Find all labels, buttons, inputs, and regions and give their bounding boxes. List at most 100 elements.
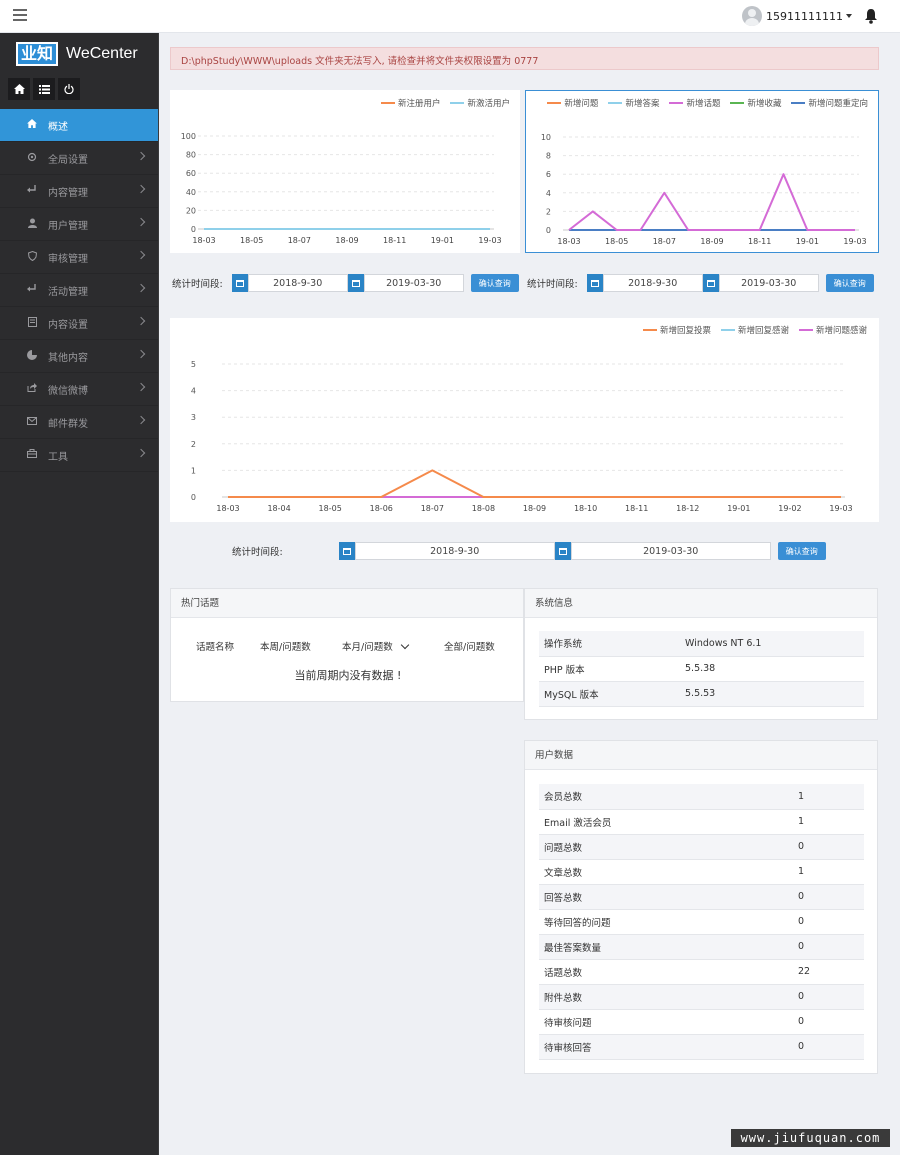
bell-icon[interactable] <box>864 8 878 24</box>
table-row: 问题总数 0 <box>539 834 864 860</box>
watermark: www.jiufuquan.com <box>731 1129 890 1147</box>
chart-legend: 新增问题 新增答案 新增话题 新增收藏 新增问题重定向 <box>537 97 868 109</box>
confirm-query-button[interactable]: 确认查询 <box>470 274 519 292</box>
row-key: 待审核问题 <box>539 1009 793 1035</box>
legend-item[interactable]: 新增问题重定向 <box>791 97 868 109</box>
legend-label: 新增问题重定向 <box>808 99 868 109</box>
legend-item[interactable]: 新激活用户 <box>450 97 510 109</box>
sidebar-item-9[interactable]: 邮件群发 <box>0 406 158 439</box>
calendar-icon[interactable] <box>586 274 603 292</box>
sidebar-item-label: 全局设置 <box>48 154 88 166</box>
menu-toggle-icon[interactable] <box>13 9 27 23</box>
confirm-query-button[interactable]: 确认查询 <box>777 542 826 560</box>
legend-swatch <box>720 329 735 331</box>
row-key: 回答总数 <box>539 884 793 910</box>
shield-icon <box>27 250 37 264</box>
user-icon <box>27 218 37 231</box>
row-value: 1 <box>793 809 864 835</box>
legend-item[interactable]: 新增回复投票 <box>642 324 711 336</box>
start-date-input[interactable]: 2018-9-30 <box>602 274 703 292</box>
series-line <box>228 469 841 498</box>
end-date-input[interactable]: 2019-03-30 <box>363 274 464 292</box>
legend-item[interactable]: 新增问题 <box>547 97 598 109</box>
home-icon <box>13 84 25 94</box>
sidebar-item-label: 审核管理 <box>48 253 88 265</box>
calendar-icon[interactable] <box>231 274 248 292</box>
confirm-query-button[interactable]: 确认查询 <box>825 274 874 292</box>
sidebar-item-2[interactable]: 内容管理 <box>0 175 158 208</box>
legend-item[interactable]: 新增答案 <box>608 97 659 109</box>
calendar-icon[interactable] <box>554 542 571 560</box>
legend-item[interactable]: 新增收藏 <box>730 97 781 109</box>
sidebar-item-4[interactable]: 审核管理 <box>0 241 158 274</box>
table-row: 文章总数 1 <box>539 859 864 885</box>
x-tick-label: 18-12 <box>676 504 699 513</box>
list-button[interactable] <box>33 78 55 100</box>
row-key: 文章总数 <box>539 859 793 885</box>
sidebar-item-8[interactable]: 微信微博 <box>0 373 158 406</box>
row-key: 操作系统 <box>539 631 680 657</box>
home-button[interactable] <box>8 78 30 100</box>
row-value: 5.5.38 <box>680 656 864 682</box>
sidebar-item-7[interactable]: 其他内容 <box>0 340 158 373</box>
chevron-right-icon <box>136 217 146 227</box>
legend-swatch <box>798 329 813 331</box>
end-date-input[interactable]: 2019-03-30 <box>570 542 771 560</box>
x-tick-label: 18-04 <box>267 504 290 513</box>
legend-label: 新激活用户 <box>467 99 510 109</box>
legend-item[interactable]: 新增话题 <box>669 97 720 109</box>
column-month-dropdown[interactable]: 本月/问题数 <box>342 639 409 653</box>
panel-title: 系统信息 <box>525 589 877 618</box>
legend-item[interactable]: 新增回复感谢 <box>720 324 789 336</box>
y-tick-label: 80 <box>186 151 196 160</box>
chevron-right-icon <box>136 316 146 326</box>
calendar-icon[interactable] <box>702 274 719 292</box>
legend-item[interactable]: 新注册用户 <box>380 97 440 109</box>
toolbox-icon <box>27 449 37 461</box>
calendar-icon[interactable] <box>338 542 355 560</box>
sidebar-item-10[interactable]: 工具 <box>0 439 158 472</box>
logo[interactable]: 业知 WeCenter <box>16 41 138 67</box>
sidebar-item-0[interactable]: 概述 <box>0 109 158 142</box>
hot-topics-header: 话题名称 本周/问题数 本月/问题数 全部/问题数 <box>171 639 525 653</box>
date-filter-replies: 统计时间段: 2018-9-30 2019-03-30 确认查询 <box>232 542 826 560</box>
x-tick-label: 19-03 <box>829 504 852 513</box>
chevron-right-icon <box>136 349 146 359</box>
start-date-input[interactable]: 2018-9-30 <box>354 542 555 560</box>
legend-label: 新增收藏 <box>747 99 782 109</box>
y-tick-label: 8 <box>546 152 551 161</box>
row-value: 0 <box>793 834 864 860</box>
sidebar-item-3[interactable]: 用户管理 <box>0 208 158 241</box>
filter-label: 统计时间段: <box>172 279 223 290</box>
x-tick-label: 18-11 <box>383 236 406 245</box>
table-row: 回答总数 0 <box>539 884 864 910</box>
sidebar-item-1[interactable]: 全局设置 <box>0 142 158 175</box>
table-row: 附件总数 0 <box>539 984 864 1010</box>
list-icon <box>38 84 50 94</box>
end-date-input[interactable]: 2019-03-30 <box>718 274 819 292</box>
start-date-input[interactable]: 2018-9-30 <box>247 274 348 292</box>
calendar-icon[interactable] <box>347 274 364 292</box>
legend-label: 新增回复投票 <box>659 326 711 336</box>
sidebar-item-label: 内容设置 <box>48 319 88 331</box>
legend-label: 新增问题感谢 <box>815 326 867 336</box>
user-menu[interactable]: 15911111111 <box>742 6 852 26</box>
legend-item[interactable]: 新增问题感谢 <box>798 324 867 336</box>
sidebar-item-5[interactable]: 活动管理 <box>0 274 158 307</box>
sidebar-item-6[interactable]: 内容设置 <box>0 307 158 340</box>
x-tick-label: 18-09 <box>523 504 546 513</box>
x-tick-label: 18-10 <box>574 504 597 513</box>
filter-label: 统计时间段: <box>527 279 578 290</box>
x-tick-label: 18-08 <box>472 504 495 513</box>
logout-button[interactable] <box>58 78 80 100</box>
row-key: 附件总数 <box>539 984 793 1010</box>
x-tick-label: 19-03 <box>478 236 501 245</box>
users-chart-panel: 新注册用户 新激活用户 0 20 40 60 80 100 18-03 18-05 18-07 18… <box>170 90 520 253</box>
row-value: 1 <box>793 859 864 885</box>
chevron-right-icon <box>136 382 146 392</box>
y-tick-label: 0 <box>191 225 196 234</box>
logo-mark: 业知 <box>16 42 59 66</box>
row-value: 22 <box>793 959 864 985</box>
table-row: Email 激活会员 1 <box>539 809 864 835</box>
y-tick-label: 0 <box>546 226 551 235</box>
